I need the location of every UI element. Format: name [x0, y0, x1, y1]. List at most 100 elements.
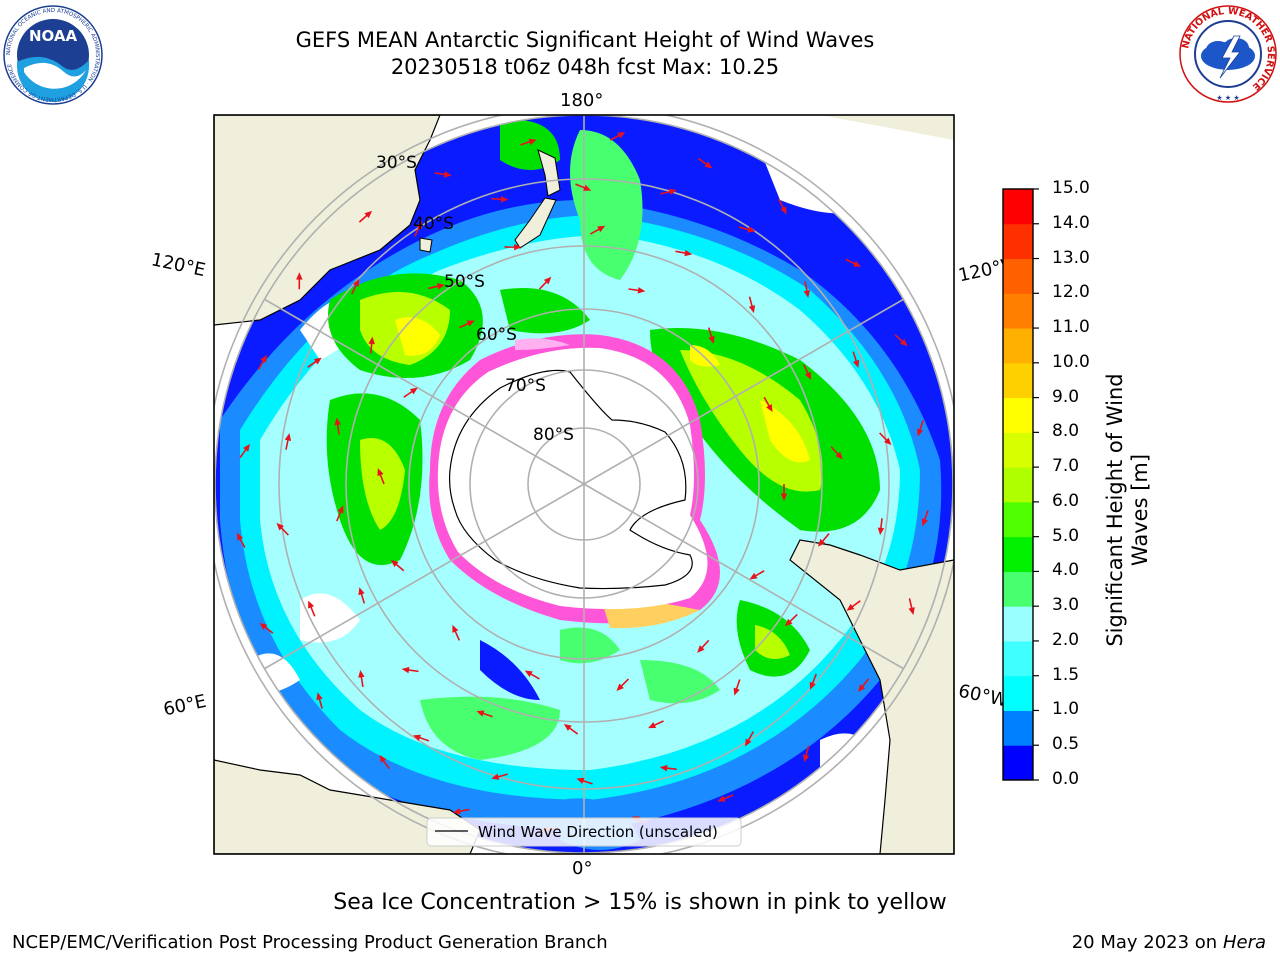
wave-direction-arrowhead — [747, 226, 756, 233]
wave-direction-arrowhead — [704, 161, 713, 169]
wave-direction-arrowhead — [443, 171, 452, 178]
wave-direction-arrowhead — [412, 734, 421, 741]
wave-direction-arrowhead — [659, 764, 668, 772]
colorbar-swatch — [1003, 745, 1033, 781]
new-zealand-south — [514, 197, 557, 249]
wave-direction-arrowhead — [846, 603, 855, 611]
colorbar-tick-label: 13.0 — [1052, 247, 1090, 268]
antarctica-coastline — [448, 369, 693, 590]
wave-direction-arrowhead — [803, 290, 811, 298]
wave-direction-arrowhead — [921, 518, 928, 527]
wave-direction-arrowhead — [276, 522, 284, 531]
lon-label-180: 180° — [560, 90, 603, 111]
sea-ice-note: Sea Ice Concentration > 15% is shown in … — [333, 890, 947, 915]
colorbar — [1002, 188, 1039, 781]
wave-direction-arrowhead — [809, 681, 816, 690]
colorbar-swatch — [1003, 258, 1033, 294]
wave-direction-arrowhead — [313, 357, 322, 365]
wave-direction-arrowhead — [524, 670, 533, 677]
colorbar-tick-label: 4.0 — [1052, 560, 1080, 581]
chart-title-line-1: GEFS MEAN Antarctic Significant Height o… — [295, 28, 875, 52]
wave-direction-arrowhead — [368, 336, 375, 345]
noaa-logo: NOAA NATIONAL OCEANIC AND ATMOSPHERIC AD… — [3, 5, 103, 105]
graticule — [214, 115, 954, 854]
colorbar-swatch — [1003, 571, 1033, 607]
lat-label-80s: 80°S — [533, 425, 574, 445]
noaa-logo-text: NOAA — [29, 27, 78, 45]
colorbar-tick-label: 7.0 — [1052, 456, 1080, 477]
colorbar-tick-label: 14.0 — [1052, 212, 1090, 233]
wave-direction-arrowhead — [358, 587, 365, 596]
map-legend: Wind Wave Direction (unscaled) — [426, 817, 742, 847]
lon-label-60w: 60°W — [957, 681, 1010, 712]
colorbar-swatch — [1003, 362, 1033, 399]
wave-direction-arrowhead — [436, 283, 445, 290]
wave-direction-arrowhead — [853, 359, 860, 368]
new-zealand-north — [537, 149, 561, 197]
wave-direction-arrowhead — [236, 532, 244, 541]
wind-wave-vectors — [236, 132, 929, 833]
wave-direction-arrowhead — [597, 225, 606, 233]
wave-direction-arrowhead — [804, 371, 812, 380]
wave-direction-arrowhead — [390, 559, 399, 568]
wave-direction-arrowhead — [259, 622, 268, 630]
wave-direction-arrowhead — [416, 221, 423, 230]
colorbar-tick-label: 6.0 — [1052, 490, 1080, 511]
wave-direction-arrowhead — [616, 683, 624, 691]
wave-direction-arrowhead — [563, 723, 572, 731]
colorbar-swatch — [1003, 328, 1033, 364]
colorbar-swatch — [1003, 223, 1033, 260]
wave-direction-arrowhead — [745, 738, 752, 747]
wave-direction-arrowhead — [491, 773, 500, 780]
colorbar-swatch — [1003, 640, 1033, 677]
colorbar-swatch — [1003, 501, 1033, 538]
wave-direction-arrowhead — [377, 468, 384, 477]
footer-branch: NCEP/EMC/Verification Post Processing Pr… — [12, 932, 608, 953]
lon-label-0: 0° — [572, 858, 592, 879]
wave-direction-arrowhead — [243, 443, 250, 452]
wave-direction-arrowhead — [334, 417, 341, 426]
nws-logo: NATIONAL WEATHER SERVICE ★ ★ ★ — [1179, 5, 1277, 103]
colorbar-tick-label: 8.0 — [1052, 421, 1080, 442]
wave-direction-arrowhead — [780, 493, 788, 501]
wave-direction-arrowhead — [697, 645, 705, 653]
wave-direction-arrowhead — [669, 188, 677, 195]
colorbar-tick-label: 3.0 — [1052, 595, 1080, 616]
wave-direction-arrowhead — [908, 607, 915, 616]
wave-direction-arrowhead — [766, 404, 773, 413]
wave-direction-arrowhead — [802, 754, 810, 763]
wave-direction-arrowhead — [784, 618, 793, 627]
colorbar-tick-label: 10.0 — [1052, 351, 1090, 372]
colorbar-tick-label: 9.0 — [1052, 386, 1080, 407]
wave-direction-arrowhead — [353, 278, 360, 287]
wave-direction-arrowhead — [452, 624, 459, 633]
wave-direction-arrowhead — [337, 505, 344, 514]
colorbar-tick-label: 5.0 — [1052, 525, 1080, 546]
wave-direction-arrowhead — [708, 335, 715, 344]
wave-direction-arrowhead — [749, 572, 758, 580]
wave-direction-arrowhead — [316, 692, 323, 701]
wave-direction-arrowhead — [358, 670, 365, 678]
wave-direction-arrowhead — [617, 132, 626, 139]
wave-direction-arrowhead — [284, 433, 292, 441]
wave-direction-arrowhead — [883, 437, 892, 446]
colorbar-tick-label: 0.0 — [1052, 769, 1080, 789]
lat-label-40s: 40°S — [413, 214, 454, 234]
wave-direction-arrowhead — [818, 538, 826, 547]
wave-direction-arrowhead — [684, 249, 693, 257]
wave-direction-arrowhead — [409, 387, 418, 395]
footer-date: 20 May 2023 on Hera — [1071, 932, 1266, 953]
colorbar-swatch — [1003, 293, 1033, 329]
wave-direction-arrowhead — [379, 754, 387, 763]
wave-direction-arrowhead — [476, 710, 485, 717]
wave-direction-arrowhead — [452, 808, 461, 815]
wave-direction-arrowhead — [500, 195, 509, 203]
colorbar-swatch — [1003, 467, 1033, 503]
colorbar-tick-label: 11.0 — [1052, 317, 1090, 338]
colorbar-swatch — [1003, 189, 1033, 225]
wave-direction-arrowhead — [835, 451, 843, 460]
colorbar-swatch — [1003, 397, 1033, 433]
wave-direction-arrowhead — [514, 243, 522, 251]
wave-direction-arrowhead — [857, 684, 866, 692]
